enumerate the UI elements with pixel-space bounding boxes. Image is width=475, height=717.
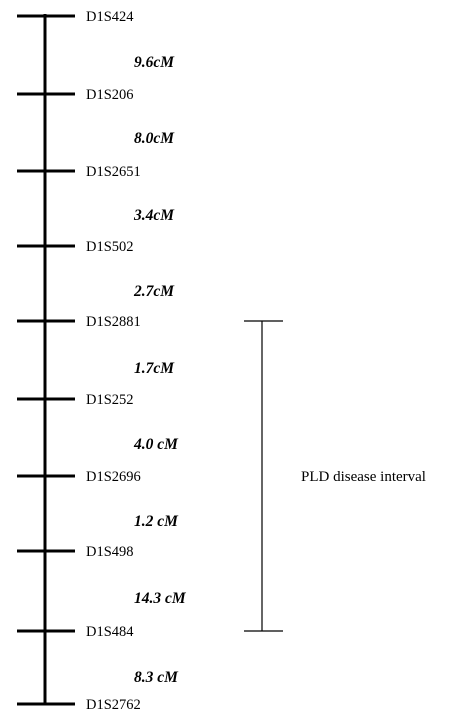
marker-label: D1S206 (86, 87, 134, 103)
marker-label: D1S2696 (86, 469, 141, 485)
distance-label: 1.7cM (134, 360, 175, 377)
marker-label: D1S424 (86, 9, 134, 25)
marker-label: D1S502 (86, 239, 134, 255)
marker-label: D1S2651 (86, 164, 141, 180)
marker-label: D1S2762 (86, 697, 141, 713)
marker-label: D1S2881 (86, 314, 141, 330)
distance-label: 2.7cM (133, 283, 175, 300)
disease-interval-bracket: PLD disease interval (244, 320, 426, 632)
marker-label: D1S484 (86, 624, 134, 640)
interval-label: PLD disease interval (301, 469, 426, 485)
marker-layer: D1S424 D1S206 D1S2651 D1S502 D1S2881 D1S252 D1… (17, 9, 141, 713)
distance-label: 4.0 cM (133, 436, 179, 453)
marker-label: D1S252 (86, 392, 134, 408)
distance-label: 8.0cM (134, 130, 175, 147)
distance-label: 14.3 cM (134, 590, 187, 607)
distance-layer: 9.6cM 8.0cM 3.4cM 2.7cM 1.7cM 4.0 cM 1.2 cM 14.… (133, 54, 187, 686)
distance-label: 3.4cM (133, 207, 175, 224)
marker-label: D1S498 (86, 544, 134, 560)
distance-label: 8.3 cM (134, 669, 179, 686)
distance-label: 1.2 cM (134, 513, 179, 530)
distance-label: 9.6cM (134, 54, 175, 71)
